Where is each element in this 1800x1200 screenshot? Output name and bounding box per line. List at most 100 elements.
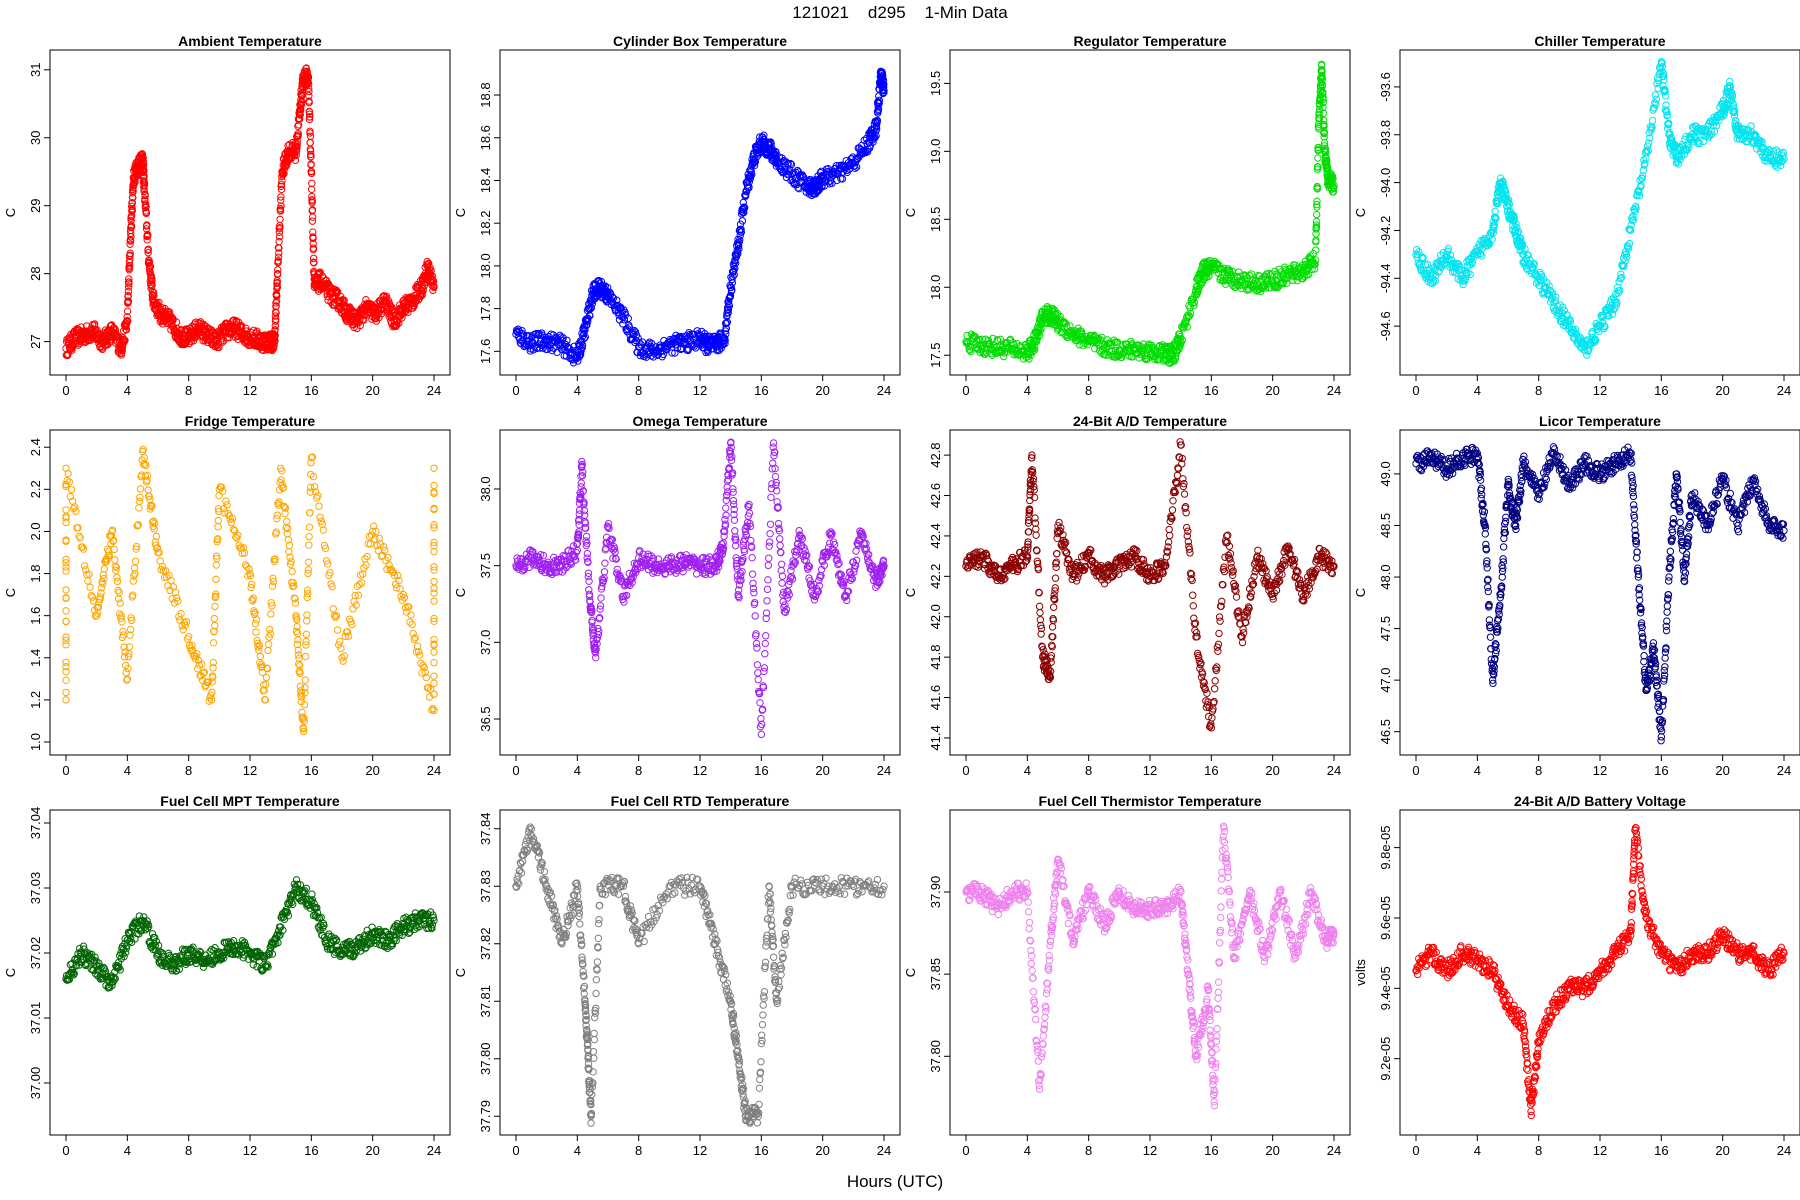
data-point — [1674, 160, 1683, 168]
data-point — [582, 524, 590, 532]
data-point — [745, 500, 753, 509]
x-tick-label: 12 — [243, 383, 257, 398]
data-point — [1631, 207, 1639, 216]
data-point — [199, 669, 208, 678]
data-point — [1635, 191, 1644, 200]
data-point — [1183, 323, 1191, 331]
data-point — [1329, 188, 1338, 196]
data-point — [430, 679, 438, 687]
data-point — [297, 689, 306, 697]
data-point — [123, 307, 132, 315]
data-point — [293, 615, 301, 624]
data-point — [428, 272, 436, 280]
data-point — [1304, 266, 1312, 274]
data-point — [125, 643, 134, 651]
data-point — [131, 570, 139, 578]
data-point — [734, 250, 742, 258]
data-point — [135, 504, 143, 512]
data-point — [139, 162, 148, 170]
data-point — [275, 498, 283, 506]
data-point — [1478, 252, 1486, 260]
data-point — [141, 460, 149, 468]
data-point — [872, 122, 881, 130]
y-tick-label: 2.0 — [28, 522, 43, 540]
data-point — [305, 541, 313, 549]
data-point — [769, 439, 778, 447]
data-point — [793, 180, 801, 189]
data-point — [1037, 325, 1045, 334]
data-point — [555, 568, 563, 576]
data-point — [381, 546, 389, 555]
data-point — [111, 562, 119, 570]
data-point — [67, 485, 76, 494]
data-point — [62, 506, 70, 514]
data-point — [239, 544, 248, 552]
data-point — [113, 577, 122, 586]
data-point — [125, 278, 133, 286]
data-point — [103, 555, 111, 563]
data-point — [739, 198, 747, 207]
data-point — [1000, 348, 1009, 357]
data-point — [620, 316, 629, 324]
data-point — [115, 588, 123, 596]
data-point — [147, 282, 156, 290]
data-point — [300, 714, 308, 722]
data-point — [252, 616, 261, 624]
data-point — [290, 594, 299, 602]
data-point — [1777, 161, 1785, 170]
data-point — [359, 570, 367, 578]
data-point — [62, 594, 70, 603]
data-point — [141, 200, 150, 208]
data-point — [210, 627, 218, 636]
data-point — [1094, 334, 1103, 343]
data-point — [1772, 146, 1781, 154]
data-point — [172, 594, 181, 602]
y-tick-label: 18.6 — [478, 125, 493, 150]
data-point — [290, 582, 298, 590]
data-point — [306, 138, 314, 147]
data-point — [583, 539, 591, 547]
data-point — [293, 622, 301, 631]
data-point — [1661, 87, 1669, 96]
data-point — [280, 502, 288, 511]
data-point — [263, 665, 272, 673]
data-point — [1652, 100, 1660, 108]
data-point — [1430, 266, 1439, 275]
data-point — [249, 594, 257, 602]
x-tick-label: 12 — [693, 383, 707, 398]
y-tick-label: 18.0 — [478, 253, 493, 278]
data-point — [309, 472, 318, 481]
data-point — [281, 509, 289, 518]
data-point — [300, 701, 309, 709]
data-point — [588, 616, 596, 625]
y-axis-label: C — [903, 208, 918, 217]
data-point — [578, 460, 586, 469]
data-point — [1571, 325, 1580, 334]
x-tick-label: 0 — [1412, 383, 1419, 398]
data-point — [1730, 112, 1739, 120]
data-point — [308, 179, 316, 187]
data-point — [351, 591, 359, 600]
data-point — [1726, 84, 1734, 92]
data-point — [271, 337, 279, 345]
data-point — [1466, 270, 1474, 279]
data-point — [62, 636, 70, 645]
data-point — [1729, 99, 1737, 108]
data-point — [1190, 301, 1198, 310]
data-point — [163, 573, 171, 581]
x-tick-label: 8 — [635, 383, 642, 398]
data-point — [84, 577, 92, 585]
data-point — [874, 97, 882, 106]
data-point — [296, 682, 305, 691]
data-point — [142, 209, 151, 218]
data-point — [124, 297, 133, 305]
data-point — [792, 168, 800, 177]
data-point — [309, 254, 318, 263]
data-point — [165, 308, 174, 316]
data-point — [1671, 142, 1679, 150]
data-point — [967, 347, 975, 356]
data-point — [314, 492, 322, 500]
